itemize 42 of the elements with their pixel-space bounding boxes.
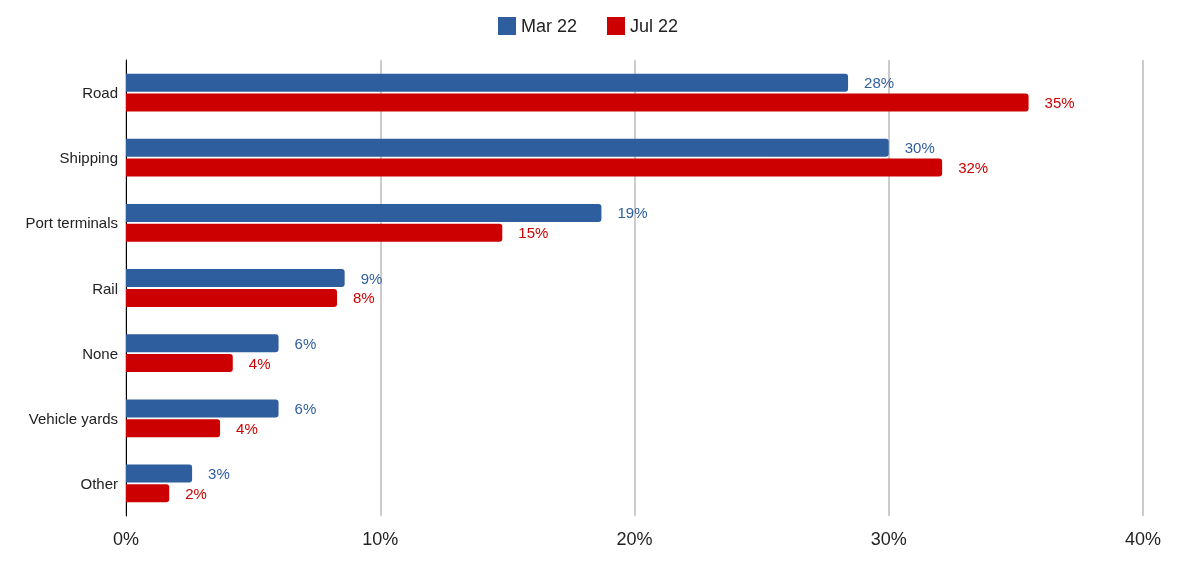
bar (126, 484, 170, 503)
data-label: 9% (360, 269, 383, 287)
data-label: 3% (208, 465, 230, 483)
x-tick-label: 30% (870, 529, 907, 549)
x-tick-label: 40% (1124, 529, 1162, 549)
data-label: 6% (294, 334, 317, 352)
x-tick-label: 0% (112, 529, 140, 549)
bar (126, 138, 889, 157)
legend-label: Jul 22 (629, 16, 679, 36)
y-tick-label: Port terminals (25, 214, 118, 232)
bar (126, 73, 849, 92)
data-label: 8% (353, 289, 375, 307)
bar (126, 334, 279, 353)
y-tick-label: Vehicle yards (28, 409, 118, 427)
data-label: 28% (864, 74, 895, 92)
bar (126, 269, 345, 288)
data-label: 2% (185, 484, 207, 502)
bar (126, 354, 233, 373)
data-label: 30% (904, 139, 935, 157)
data-label: 15% (518, 224, 549, 242)
bar (126, 223, 503, 242)
x-tick-label: 10% (362, 529, 399, 549)
data-label: 4% (248, 354, 271, 372)
bar (126, 203, 602, 222)
bar (126, 464, 193, 483)
y-tick-label: Rail (92, 279, 118, 297)
bar (126, 288, 338, 307)
bar (126, 158, 943, 177)
data-label: 35% (1044, 93, 1075, 111)
bar (126, 93, 1029, 112)
y-tick-label: None (82, 344, 118, 362)
bar (126, 399, 279, 418)
data-label: 19% (617, 204, 648, 222)
legend-label: Mar 22 (520, 16, 577, 36)
y-tick-label: Shipping (59, 149, 118, 167)
y-tick-label: Other (80, 474, 118, 492)
bar (126, 419, 221, 438)
y-tick-label: Road (82, 84, 118, 102)
data-label: 6% (294, 399, 317, 417)
data-label: 32% (958, 159, 989, 177)
x-tick-label: 20% (616, 529, 653, 549)
data-label: 4% (236, 419, 258, 437)
